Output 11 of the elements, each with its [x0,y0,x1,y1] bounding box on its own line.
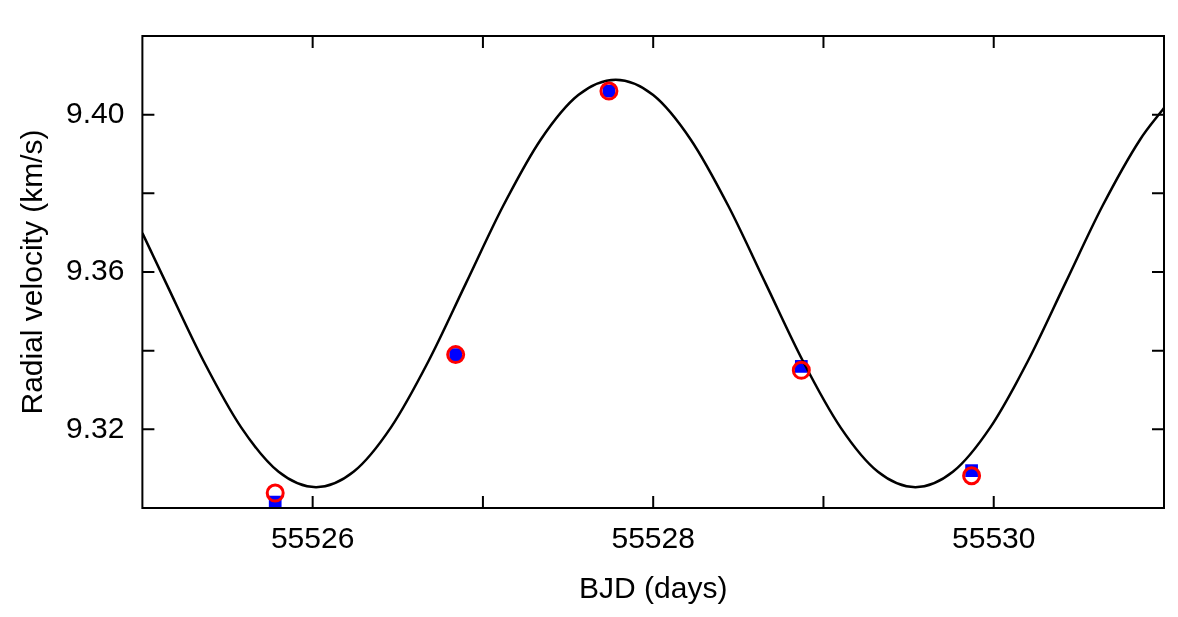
x-tick-label: 55526 [270,521,355,555]
x-tick-label: 55530 [952,521,1036,555]
x-axis-title: BJD (days) [579,571,728,605]
point [791,360,811,380]
y-tick-label: 9.40 [66,95,125,129]
point [962,466,982,486]
point [265,483,285,503]
x-tick-label: 55528 [611,521,695,555]
y-axis-title: Radial velocity (km/s) [15,129,49,415]
y-tick-label: 9.36 [66,253,125,287]
y-tick-label: 9.32 [66,410,125,444]
